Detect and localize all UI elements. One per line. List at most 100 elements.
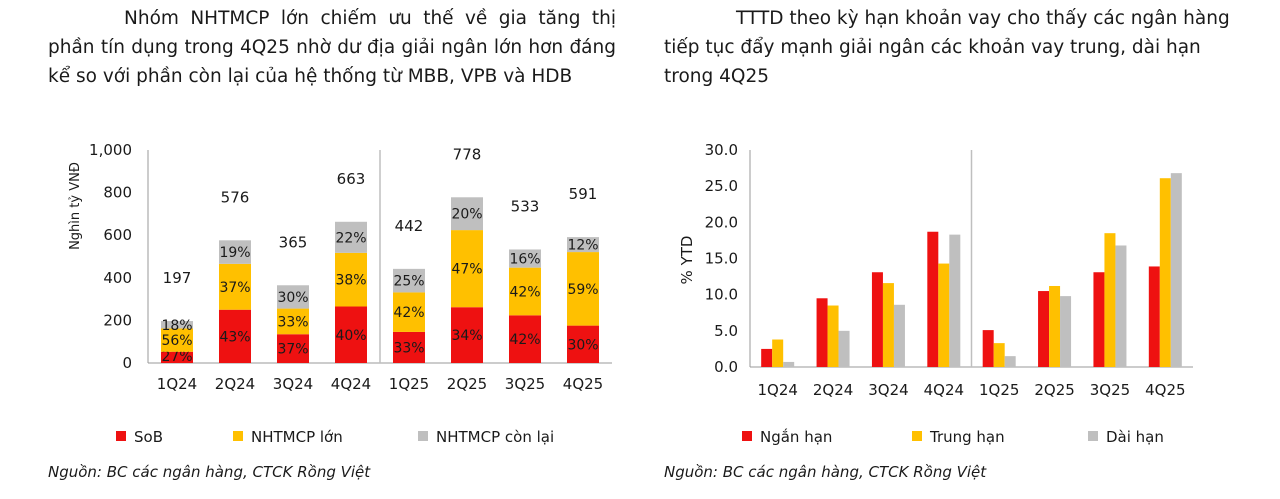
legend-swatch <box>912 431 922 441</box>
data-label: 34% <box>451 328 482 344</box>
bar <box>1038 291 1050 367</box>
y-tick-label: 200 <box>103 311 132 329</box>
bar <box>1093 272 1105 367</box>
legend-label: SoB <box>134 428 163 446</box>
bar <box>1148 266 1160 367</box>
data-label: 40% <box>335 328 366 344</box>
bar-segment <box>393 331 425 363</box>
bar <box>1115 245 1127 367</box>
x-tick-label: 3Q25 <box>1090 381 1130 399</box>
left-chart-heading: Nhóm NHTMCP lớn chiếm ưu thế về gia tăng… <box>48 8 616 87</box>
data-label: 38% <box>335 273 366 289</box>
data-label: 25% <box>393 274 424 290</box>
data-label: 16% <box>509 252 540 268</box>
data-label: 22% <box>335 230 366 246</box>
bar-segment <box>161 351 193 363</box>
data-label: 37% <box>219 280 250 296</box>
bar <box>1004 356 1016 367</box>
bar-segment <box>451 230 483 308</box>
data-label: 30% <box>277 290 308 306</box>
bar <box>1170 173 1182 367</box>
x-tick-label: 4Q24 <box>331 375 371 393</box>
bar <box>1159 178 1171 367</box>
grouped-bar-chart: 0.0 5.0 10.0 15.0 20.0 25.0 30.0 % YTD 1Q24 2Q24 3… <box>678 141 1193 446</box>
right-chart-heading: TTTD theo kỳ hạn khoản vay cho thấy các … <box>664 8 1230 87</box>
bar <box>838 330 850 367</box>
data-label: 33% <box>393 340 424 356</box>
bar-segment <box>219 240 251 264</box>
bar <box>761 348 773 367</box>
total-label: 442 <box>395 217 424 235</box>
y-tick-label: 25.0 <box>705 177 738 195</box>
x-tick-label: 1Q25 <box>979 381 1019 399</box>
data-label: 33% <box>277 314 308 330</box>
bar <box>772 339 784 367</box>
bar-segment <box>277 285 309 309</box>
y-tick-label: 600 <box>103 226 132 244</box>
bar-segment <box>509 249 541 268</box>
bar-segment <box>219 263 251 310</box>
bar <box>827 305 839 367</box>
y-tick-label: 0.0 <box>714 358 738 376</box>
bar-segment <box>219 309 251 363</box>
bar-segment <box>451 197 483 231</box>
total-label: 576 <box>221 188 250 206</box>
x-tick-label: 1Q24 <box>157 375 197 393</box>
bar-segment <box>277 334 309 363</box>
bar <box>816 298 828 367</box>
data-label: 59% <box>567 282 598 298</box>
left-panel: Nhóm NHTMCP lớn chiếm ưu thế về gia tăng… <box>48 8 616 481</box>
bar <box>938 263 950 367</box>
total-label: 533 <box>511 197 540 215</box>
x-tick-label: 2Q25 <box>1034 381 1074 399</box>
bar <box>1060 296 1072 367</box>
bar-segment <box>161 328 193 352</box>
bar-segment <box>277 308 309 335</box>
stacked-bar-chart: 0 200 400 600 800 1,000 Nghìn tỷ VNĐ 27%56%18% 1… <box>68 141 612 446</box>
x-tick-label: 2Q24 <box>813 381 853 399</box>
data-label: 18% <box>161 318 192 334</box>
legend-swatch <box>233 431 243 441</box>
bar <box>949 234 961 367</box>
x-tick-label: 4Q24 <box>924 381 964 399</box>
y-tick-label: 10.0 <box>705 286 738 304</box>
data-label: 19% <box>219 245 250 261</box>
x-tick-label: 3Q24 <box>868 381 908 399</box>
data-label: 47% <box>451 262 482 278</box>
y-tick-label: 400 <box>103 269 132 287</box>
x-tick-label: 3Q25 <box>505 375 545 393</box>
data-label: 43% <box>219 329 250 345</box>
x-tick-label: 4Q25 <box>1145 381 1185 399</box>
total-label: 663 <box>337 170 366 188</box>
data-label: 42% <box>393 305 424 321</box>
data-label: 27% <box>161 349 192 365</box>
bar-segment <box>451 307 483 363</box>
right-panel: TTTD theo kỳ hạn khoản vay cho thấy các … <box>640 0 1280 499</box>
x-tick-label: 1Q25 <box>389 375 429 393</box>
legend-swatch <box>418 431 428 441</box>
legend-label: NHTMCP lớn <box>251 428 343 446</box>
total-label: 365 <box>279 233 308 251</box>
y-tick-label: 15.0 <box>705 250 738 268</box>
data-label: 42% <box>509 284 540 300</box>
total-label: 591 <box>569 185 598 203</box>
data-label: 30% <box>567 337 598 353</box>
x-tick-label: 2Q24 <box>215 375 255 393</box>
bar-segment <box>335 221 367 253</box>
bar-segment <box>567 237 599 253</box>
data-label: 12% <box>567 238 598 254</box>
data-label: 37% <box>277 342 308 358</box>
right-source-note: Nguồn: BC các ngân hàng, CTCK Rồng Việt <box>664 463 987 481</box>
bar-segment <box>335 306 367 363</box>
bar <box>993 343 1005 367</box>
bar <box>1049 285 1061 367</box>
legend-swatch <box>742 431 752 441</box>
x-tick-label: 4Q25 <box>563 375 603 393</box>
bar-segment <box>509 315 541 363</box>
bar-segment <box>393 292 425 332</box>
bar <box>871 272 883 367</box>
bar-segment <box>567 325 599 363</box>
bar <box>982 330 994 367</box>
bar-segment <box>393 268 425 293</box>
bar <box>927 231 939 367</box>
